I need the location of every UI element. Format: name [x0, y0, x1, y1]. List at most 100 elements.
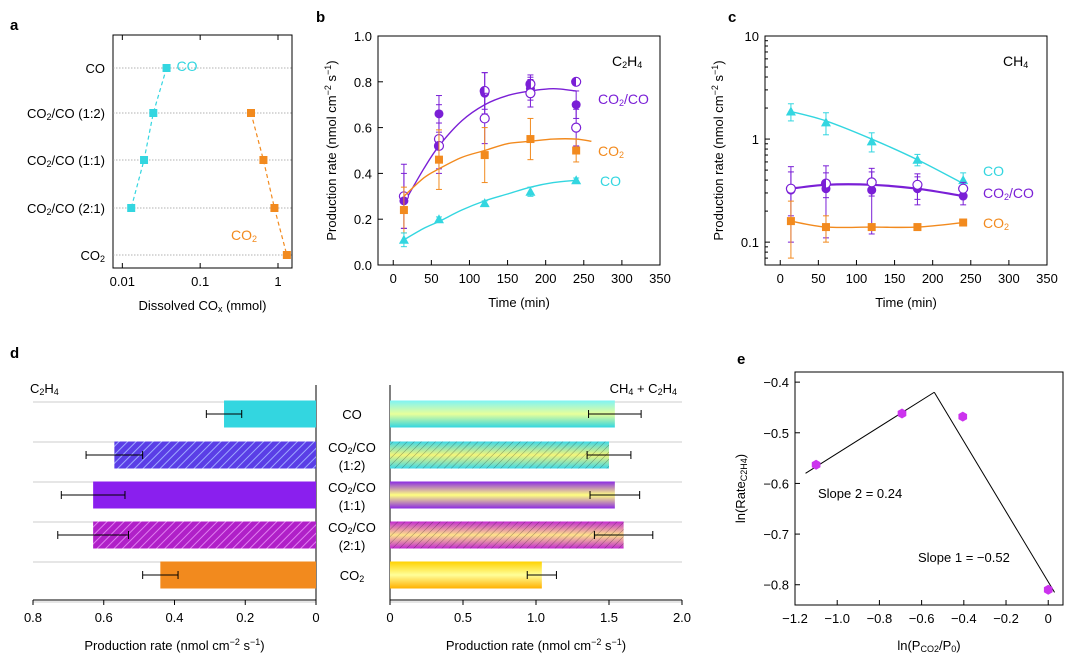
y-tick-label: 0.8	[354, 75, 372, 90]
bar-left	[114, 441, 316, 469]
series-label-mix: CO2/CO	[983, 185, 1034, 202]
y-tick-label: 1	[752, 132, 759, 147]
data-point	[127, 204, 136, 212]
x-tick-label: −1.0	[824, 611, 850, 626]
y-tick-label: −0.8	[763, 578, 789, 593]
series-line	[250, 112, 288, 256]
fit-line	[805, 391, 935, 474]
data-point	[398, 234, 409, 244]
x-axis-label: Dissolved COx (mmol)	[138, 298, 266, 314]
data-point	[399, 206, 408, 215]
data-point	[958, 183, 969, 194]
y-tick-label: 0.2	[354, 212, 372, 227]
fit-curve	[403, 138, 592, 197]
y-axis-label: Production rate (nmol cm−2 s−1)	[710, 60, 726, 240]
data-point	[912, 179, 923, 190]
x-tick-label: 0	[386, 610, 393, 625]
data-point	[912, 154, 923, 164]
series-line	[130, 67, 168, 209]
data-point	[811, 459, 821, 470]
data-point	[959, 218, 968, 227]
x-tick-label: 1	[274, 274, 281, 289]
x-tick-label: 250	[960, 271, 982, 286]
data-point	[867, 223, 876, 232]
y-tick-label: 0.1	[741, 235, 759, 250]
data-point	[897, 408, 907, 419]
x-tick-label: 50	[424, 271, 438, 286]
y-tick-label: −0.5	[763, 426, 789, 441]
panel-e: e −1.2 −1.0 −0.8 −0.6 −0.4 −0.2 0 −0.4 −0.5 −0.6 −0…	[733, 351, 1064, 654]
series-label-mix: CO2/CO	[598, 91, 649, 108]
right-title: CH4 + C2H4	[610, 381, 677, 397]
slope2-label: Slope 2 = 0.24	[818, 486, 902, 501]
x-axis-label: ln(PCO2/P0)	[897, 638, 960, 654]
data-point	[247, 109, 256, 117]
data-point	[479, 113, 490, 124]
panel-label-c: c	[728, 9, 736, 26]
data-point	[525, 88, 536, 99]
data-point	[480, 151, 489, 160]
bar-left	[93, 481, 316, 509]
y-tick-label: 10	[745, 29, 759, 44]
data-point	[526, 135, 535, 144]
category-ratio: (1:2)	[339, 458, 366, 473]
series-label-co2: CO2	[598, 143, 624, 160]
x-tick-label: 150	[497, 271, 519, 286]
series-label-co: CO	[600, 173, 621, 189]
x-tick-label: 0	[777, 271, 784, 286]
x-tick-label: 0.2	[236, 610, 254, 625]
bar-right	[390, 561, 542, 589]
category-label: CO2/CO	[328, 520, 376, 536]
data-point	[433, 214, 444, 224]
y-tick-label: 0.0	[354, 258, 372, 273]
data-point	[571, 76, 582, 87]
panel-b: b 0 50 100 150 200 250 300 350 0.0 0.2 0.4 0.6 0.8 1.0…	[316, 9, 671, 310]
data-point	[913, 223, 922, 232]
x-tick-label: 50	[811, 271, 825, 286]
x-tick-label: 0.4	[165, 610, 183, 625]
data-point	[866, 177, 877, 188]
data-point	[571, 122, 582, 133]
data-point	[958, 175, 969, 185]
data-point	[958, 411, 968, 422]
x-tick-label: 1.5	[600, 610, 618, 625]
data-point	[525, 186, 536, 196]
series-label-co2: CO2	[983, 215, 1009, 232]
panel-label-d: d	[10, 345, 19, 362]
panel-a: a CO CO2/CO (1:2) CO2/CO (1:1) CO2/CO (2:1) C…	[10, 17, 293, 314]
data-point	[434, 155, 443, 164]
bar-right	[390, 481, 615, 509]
x-axis-label: Time (min)	[875, 295, 937, 310]
data-point	[270, 204, 279, 212]
panel-label-a: a	[10, 17, 19, 34]
series-legend-co2: CO2	[231, 227, 257, 244]
panel-label-e: e	[737, 351, 745, 368]
data-point	[820, 117, 831, 127]
data-point	[1043, 584, 1053, 595]
bar-left	[93, 521, 316, 549]
x-tick-label: −0.8	[867, 611, 893, 626]
y-tick-label: 0.4	[354, 166, 372, 181]
data-point	[572, 146, 581, 155]
category-label: CO	[342, 407, 362, 422]
x-tick-label: 200	[922, 271, 944, 286]
x-axis-label-left: Production rate (nmol cm−2 s−1)	[84, 637, 264, 653]
plot-frame	[377, 35, 661, 266]
x-tick-label: −0.2	[993, 611, 1019, 626]
x-tick-label: 1.0	[527, 610, 545, 625]
category-ratio: (1:1)	[339, 498, 366, 513]
fit-curve	[403, 179, 577, 241]
data-point	[571, 100, 581, 110]
row-label: CO2	[80, 248, 105, 264]
x-axis-label-right: Production rate (nmol cm−2 s−1)	[446, 637, 626, 653]
data-point	[259, 156, 268, 164]
plot-title: CH4	[1003, 53, 1028, 70]
x-tick-label: −1.2	[782, 611, 808, 626]
x-tick-label: 300	[998, 271, 1020, 286]
data-point	[785, 106, 796, 116]
data-point	[282, 251, 291, 259]
x-tick-label: 200	[535, 271, 557, 286]
data-point	[140, 156, 149, 164]
data-point	[785, 183, 797, 194]
fit-curve	[790, 110, 964, 185]
